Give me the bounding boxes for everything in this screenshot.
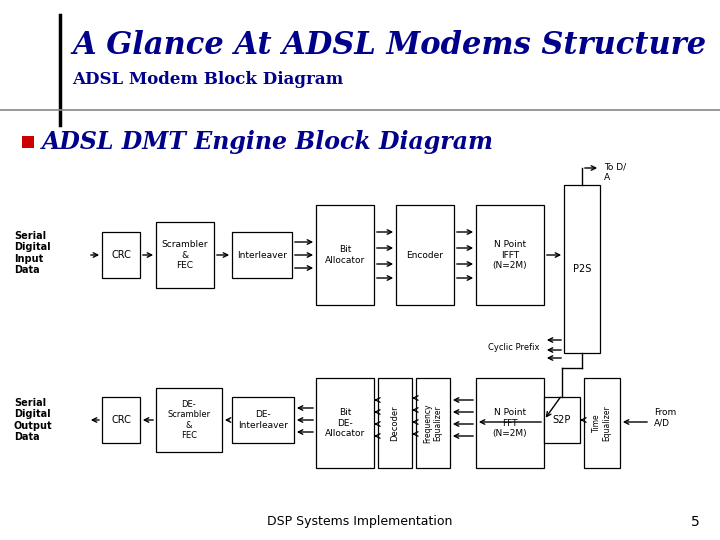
Bar: [232, 232, 292, 278]
Bar: [156, 388, 222, 452]
Text: Bit
DE-
Allocator: Bit DE- Allocator: [325, 408, 365, 438]
Text: S2P: S2P: [553, 415, 571, 425]
Text: P2S: P2S: [573, 264, 591, 274]
Text: Time
Equalizer: Time Equalizer: [593, 405, 612, 441]
Bar: [102, 397, 140, 443]
Text: CRC: CRC: [111, 250, 131, 260]
Text: DE-
Scrambler
&
FEC: DE- Scrambler & FEC: [168, 400, 210, 440]
Text: Serial
Digital
Input
Data: Serial Digital Input Data: [14, 231, 50, 275]
Bar: [396, 205, 454, 305]
Bar: [584, 378, 620, 468]
Bar: [22, 136, 34, 148]
Text: Frequency
Equalizer: Frequency Equalizer: [423, 403, 443, 443]
Text: Scrambler
&
FEC: Scrambler & FEC: [162, 240, 208, 270]
Text: To D/
A: To D/ A: [604, 163, 626, 181]
Text: Interleaver: Interleaver: [237, 251, 287, 260]
Text: ADSL Modem Block Diagram: ADSL Modem Block Diagram: [72, 71, 343, 89]
Text: Bit
Allocator: Bit Allocator: [325, 245, 365, 265]
Text: N Point
FFT
(N=2M): N Point FFT (N=2M): [492, 408, 527, 438]
Bar: [378, 378, 412, 468]
Text: Decoder: Decoder: [390, 405, 400, 441]
Bar: [416, 378, 450, 468]
Bar: [476, 378, 544, 468]
Text: A Glance At ADSL Modems Structure: A Glance At ADSL Modems Structure: [72, 30, 706, 60]
Bar: [232, 397, 294, 443]
Bar: [564, 185, 600, 353]
Bar: [316, 378, 374, 468]
Bar: [316, 205, 374, 305]
Bar: [102, 232, 140, 278]
Text: DSP Systems Implementation: DSP Systems Implementation: [267, 516, 453, 529]
Text: CRC: CRC: [111, 415, 131, 425]
Bar: [476, 205, 544, 305]
Text: N Point
IFFT
(N=2M): N Point IFFT (N=2M): [492, 240, 527, 270]
Text: Cyclic Prefix: Cyclic Prefix: [488, 343, 539, 353]
Bar: [544, 397, 580, 443]
Text: From
A/D: From A/D: [654, 408, 676, 428]
Text: Encoder: Encoder: [407, 251, 444, 260]
Text: 5: 5: [691, 515, 700, 529]
Text: DE-
Interleaver: DE- Interleaver: [238, 410, 288, 430]
Text: ADSL DMT Engine Block Diagram: ADSL DMT Engine Block Diagram: [42, 130, 494, 154]
Bar: [156, 222, 214, 288]
Text: Serial
Digital
Output
Data: Serial Digital Output Data: [14, 397, 53, 442]
